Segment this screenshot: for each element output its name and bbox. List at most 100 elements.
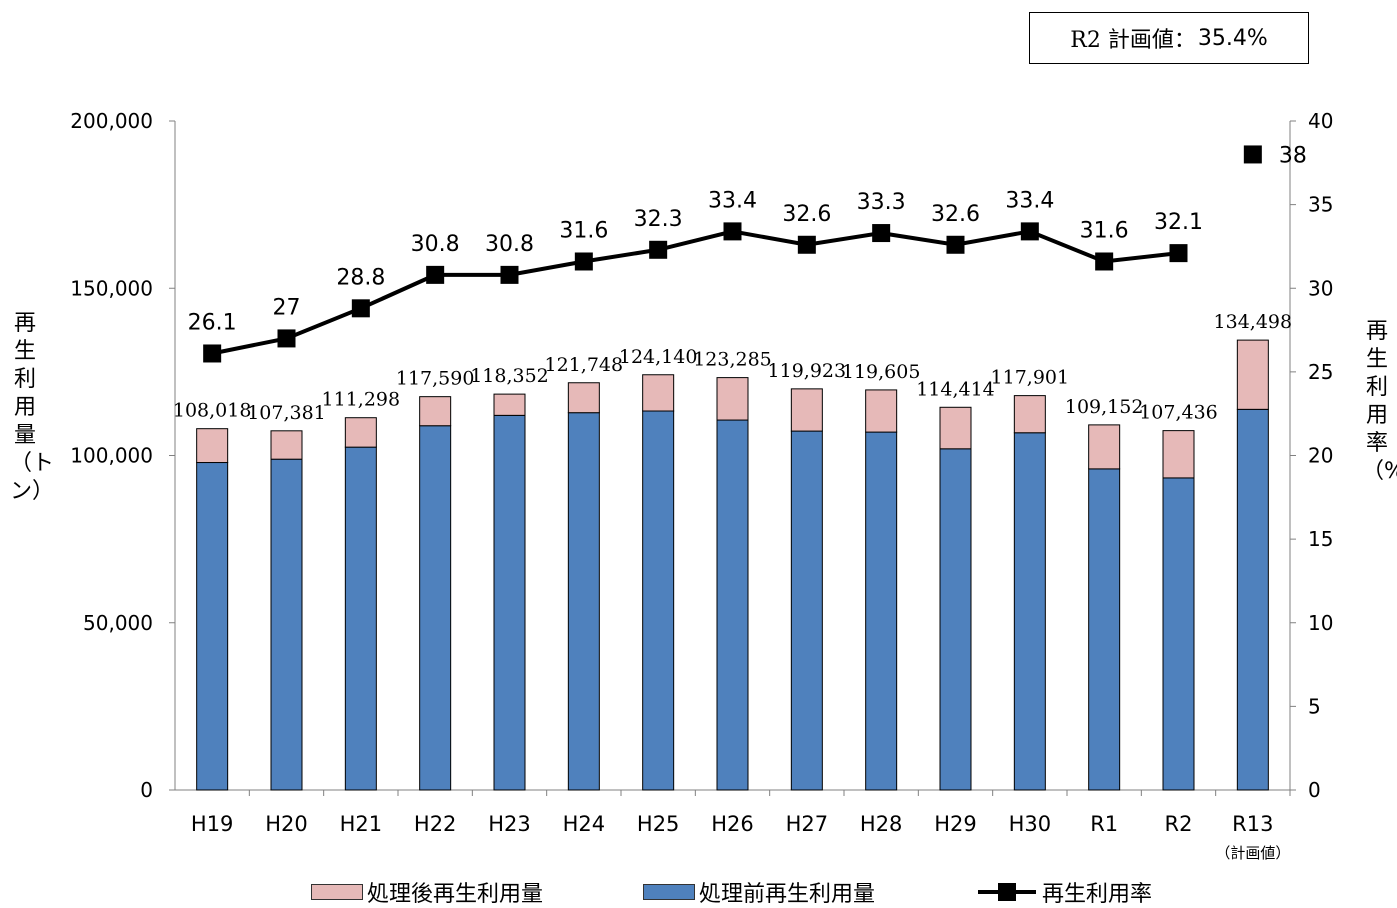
rate-marker — [500, 265, 519, 284]
x-tick-label: H24 — [563, 812, 606, 836]
y-tick-label-right: 35 — [1308, 193, 1333, 217]
y-tick-label-left: 0 — [140, 778, 153, 802]
x-tick-label: H29 — [934, 812, 977, 836]
legend-swatch-post — [311, 884, 363, 900]
rate-marker — [277, 329, 296, 348]
legend-item-post: 処理後再生利用量 — [311, 876, 543, 908]
rate-label: 32.6 — [782, 202, 831, 227]
y-tick-label-right: 30 — [1308, 276, 1333, 300]
rate-label: 31.6 — [1080, 218, 1129, 243]
rate-marker — [1169, 244, 1188, 263]
bar-post — [196, 428, 229, 464]
bar-post — [790, 388, 823, 432]
bar-pre — [1013, 432, 1046, 791]
bar-pre — [939, 448, 972, 791]
bar-post — [1013, 395, 1046, 434]
y-axis-label-left: 再生利用量（トン） — [10, 311, 55, 504]
bar-pre — [1088, 468, 1121, 791]
x-tick-label: H25 — [637, 812, 680, 836]
rate-marker — [426, 265, 445, 284]
bar-post — [642, 374, 675, 412]
x-tick-label: H19 — [191, 812, 234, 836]
target-label: 38 — [1279, 143, 1307, 168]
bar-pre — [567, 412, 600, 791]
legend-label-pre: 処理前再生利用量 — [699, 882, 876, 907]
rate-label: 32.1 — [1154, 210, 1203, 235]
bar-pre — [1236, 408, 1269, 791]
x-tick-label: H27 — [786, 812, 829, 836]
y-tick-label-right: 40 — [1308, 109, 1333, 133]
bar-total-label: 107,436 — [1139, 402, 1218, 424]
legend-swatch-pre — [643, 884, 695, 900]
bar-total-label: 117,901 — [991, 367, 1070, 389]
target-note-box: R2 計画値： 35.4% — [1029, 12, 1309, 64]
y-tick-label-left: 100,000 — [70, 444, 153, 468]
legend: 処理後再生利用量 処理前再生利用量 再生利用率 — [0, 876, 1397, 908]
rate-label: 26.1 — [188, 310, 237, 335]
x-tick-label: H21 — [340, 812, 383, 836]
rate-marker — [203, 344, 222, 363]
bar-post — [567, 382, 600, 414]
rate-marker — [723, 222, 742, 241]
bar-post — [865, 389, 898, 433]
rate-marker — [649, 240, 668, 259]
bar-pre — [344, 446, 377, 791]
target-note-value: 35.4% — [1197, 25, 1268, 51]
y-tick-label-left: 50,000 — [83, 611, 153, 635]
bar-post — [1088, 424, 1121, 470]
bar-total-label: 109,152 — [1065, 396, 1144, 418]
bar-pre — [865, 431, 898, 791]
bar-pre — [270, 458, 303, 791]
bar-post — [716, 377, 749, 421]
bar-post — [419, 396, 452, 427]
y-tick-label-right: 5 — [1308, 694, 1321, 718]
y-tick-label-left: 150,000 — [70, 276, 153, 300]
rate-label: 33.4 — [1005, 188, 1054, 213]
rate-line — [211, 229, 1179, 356]
rate-marker — [797, 235, 816, 254]
legend-label-rate: 再生利用率 — [1042, 882, 1153, 907]
y-tick-label-left: 200,000 — [70, 109, 153, 133]
rate-label: 32.6 — [931, 202, 980, 227]
y-tick-label-right: 0 — [1308, 778, 1321, 802]
bar-pre — [196, 462, 229, 791]
rate-marker — [1095, 252, 1114, 271]
bar-pre — [1162, 477, 1195, 791]
bar-total-label: 114,414 — [916, 378, 995, 400]
bar-total-label: 124,140 — [619, 346, 698, 368]
y-tick-label-right: 10 — [1308, 611, 1333, 635]
x-tick-label: H20 — [265, 812, 308, 836]
x-tick-label: H30 — [1009, 812, 1052, 836]
rate-label: 31.6 — [559, 218, 608, 243]
rate-label: 28.8 — [336, 265, 385, 290]
rate-label: 30.8 — [485, 232, 534, 257]
bar-post — [1236, 339, 1269, 410]
rate-marker — [872, 224, 891, 243]
target-note-label: R2 計画値： — [1070, 28, 1196, 53]
x-tick-label: R13 — [1232, 812, 1273, 836]
legend-item-pre: 処理前再生利用量 — [643, 876, 875, 908]
bar-total-label: 111,298 — [322, 389, 401, 411]
y-tick-label-right: 25 — [1308, 360, 1333, 384]
x-tick-label: R2 — [1165, 812, 1193, 836]
y-tick-label-right: 15 — [1308, 527, 1333, 551]
bar-pre — [419, 425, 452, 791]
bar-total-label: 134,498 — [1214, 311, 1293, 333]
legend-item-rate: 再生利用率 — [978, 876, 1152, 908]
y-axis-label-right: 再生利用率（%） — [1362, 319, 1397, 484]
bar-total-label: 118,352 — [470, 365, 549, 387]
bar-pre — [716, 419, 749, 791]
rate-marker — [946, 235, 965, 254]
rate-marker — [351, 299, 370, 318]
x-tick-label: R1 — [1090, 812, 1118, 836]
bar-post — [344, 417, 377, 448]
bar-post — [939, 406, 972, 450]
y-tick-label-right: 20 — [1308, 444, 1333, 468]
rate-label: 30.8 — [411, 232, 460, 257]
x-tick-label: H23 — [488, 812, 531, 836]
bar-total-label: 117,590 — [396, 368, 475, 390]
x-tick-label: H28 — [860, 812, 903, 836]
bar-post — [1162, 430, 1195, 479]
x-tick-label: H22 — [414, 812, 457, 836]
bar-post — [270, 430, 303, 460]
